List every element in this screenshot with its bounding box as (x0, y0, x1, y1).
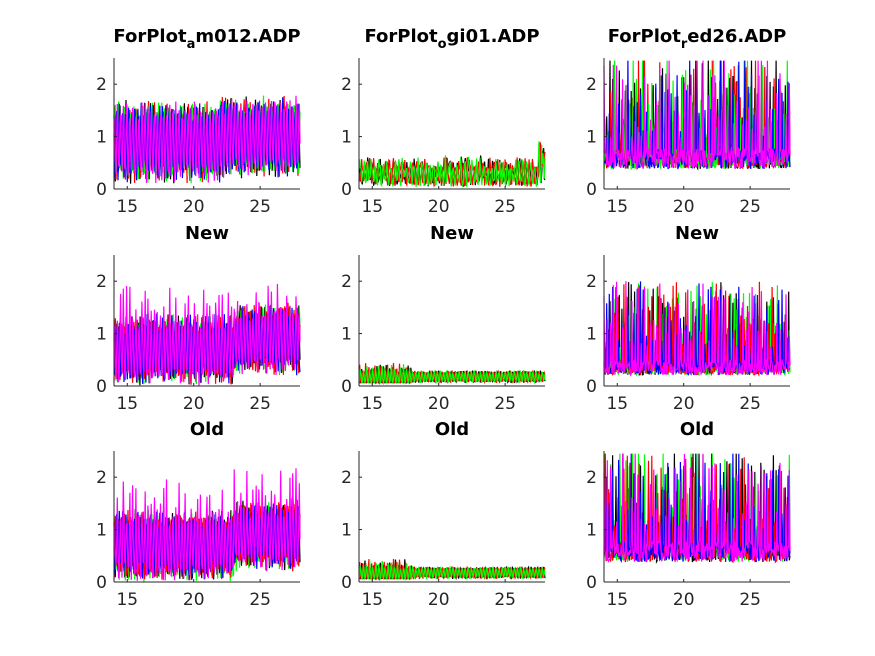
subplot-9: 0 1 2 15 20 25 Old (586, 419, 791, 610)
subplot-6: 0 1 2 15 20 25 New (586, 223, 791, 414)
x-tick-label: 20 (428, 197, 450, 217)
subplot-title: ForPlotred26.ADP (608, 26, 787, 52)
series-line-5 (113, 95, 301, 184)
x-tick-label: 20 (673, 590, 695, 610)
subplot-8: 0 1 2 15 20 25 Old (341, 419, 546, 610)
x-tick-label: 25 (249, 590, 271, 610)
y-tick-label: 0 (96, 377, 107, 397)
series-line-5 (603, 453, 791, 563)
series-line-3 (358, 559, 546, 582)
y-tick-label: 0 (341, 180, 352, 200)
subplot-title: Old (190, 419, 224, 440)
y-tick-label: 1 (341, 128, 352, 148)
x-tick-label: 25 (739, 197, 761, 217)
x-tick-label: 15 (361, 590, 383, 610)
x-tick-label: 25 (494, 590, 516, 610)
y-tick-label: 2 (341, 75, 352, 95)
y-tick-label: 1 (586, 128, 597, 148)
y-tick-label: 0 (586, 377, 597, 397)
x-tick-label: 15 (116, 590, 138, 610)
subplot-5: 0 1 2 15 20 25 New (341, 223, 546, 414)
y-tick-label: 0 (96, 180, 107, 200)
series-line-4 (113, 306, 301, 384)
x-tick-label: 15 (606, 394, 628, 414)
series-line-3 (358, 364, 546, 386)
x-tick-label: 25 (739, 394, 761, 414)
x-tick-label: 25 (494, 394, 516, 414)
y-tick-label: 1 (341, 325, 352, 345)
y-tick-label: 0 (341, 377, 352, 397)
subplot-title: ForPlotogi01.ADP (364, 26, 539, 52)
subplot-4: 0 1 2 15 20 25 New (96, 223, 301, 414)
y-tick-label: 0 (341, 573, 352, 593)
y-tick-label: 1 (586, 521, 597, 541)
x-tick-label: 15 (606, 590, 628, 610)
series-line-3 (358, 141, 546, 188)
x-tick-label: 25 (249, 394, 271, 414)
x-tick-label: 15 (606, 197, 628, 217)
subplot-2: 0 1 2 15 20 25 ForPlotogi01.ADP (341, 26, 546, 217)
series-line-5 (603, 60, 791, 170)
y-tick-label: 0 (96, 573, 107, 593)
x-tick-label: 25 (494, 197, 516, 217)
subplot-title: Old (435, 419, 469, 440)
x-tick-label: 15 (116, 394, 138, 414)
y-tick-label: 1 (96, 521, 107, 541)
x-tick-label: 20 (673, 197, 695, 217)
x-tick-label: 20 (183, 590, 205, 610)
x-tick-label: 20 (183, 394, 205, 414)
y-tick-label: 1 (96, 128, 107, 148)
x-tick-label: 25 (739, 590, 761, 610)
series-line-5 (113, 468, 301, 581)
subplot-title: New (675, 223, 719, 244)
y-tick-label: 0 (586, 180, 597, 200)
subplot-title: ForPlotam012.ADP (113, 26, 300, 52)
subplot-7: 0 1 2 15 20 25 Old (96, 419, 301, 610)
x-tick-label: 15 (116, 197, 138, 217)
x-tick-label: 20 (183, 197, 205, 217)
y-tick-label: 2 (341, 272, 352, 292)
subplot-1: 0 1 2 15 20 25 ForPlotam012.ADP (96, 26, 301, 217)
y-tick-label: 1 (341, 521, 352, 541)
series-line-5 (603, 281, 791, 377)
subplot-title: New (185, 223, 229, 244)
y-tick-label: 0 (586, 573, 597, 593)
y-tick-label: 2 (341, 468, 352, 488)
y-tick-label: 2 (586, 272, 597, 292)
y-tick-label: 2 (586, 468, 597, 488)
y-tick-label: 2 (96, 272, 107, 292)
x-tick-label: 20 (673, 394, 695, 414)
x-tick-label: 15 (361, 394, 383, 414)
y-tick-label: 1 (586, 325, 597, 345)
x-tick-label: 20 (428, 590, 450, 610)
x-tick-label: 25 (249, 197, 271, 217)
y-tick-label: 1 (96, 325, 107, 345)
x-tick-label: 20 (428, 394, 450, 414)
y-tick-label: 2 (586, 75, 597, 95)
y-tick-label: 2 (96, 75, 107, 95)
series-line-4 (113, 97, 301, 183)
subplot-3: 0 1 2 15 20 25 ForPlotred26.ADP (586, 26, 791, 217)
subplot-title: New (430, 223, 474, 244)
series-line-5 (113, 283, 301, 386)
subplot-title: Old (680, 419, 714, 440)
x-tick-label: 15 (361, 197, 383, 217)
y-tick-label: 2 (96, 468, 107, 488)
